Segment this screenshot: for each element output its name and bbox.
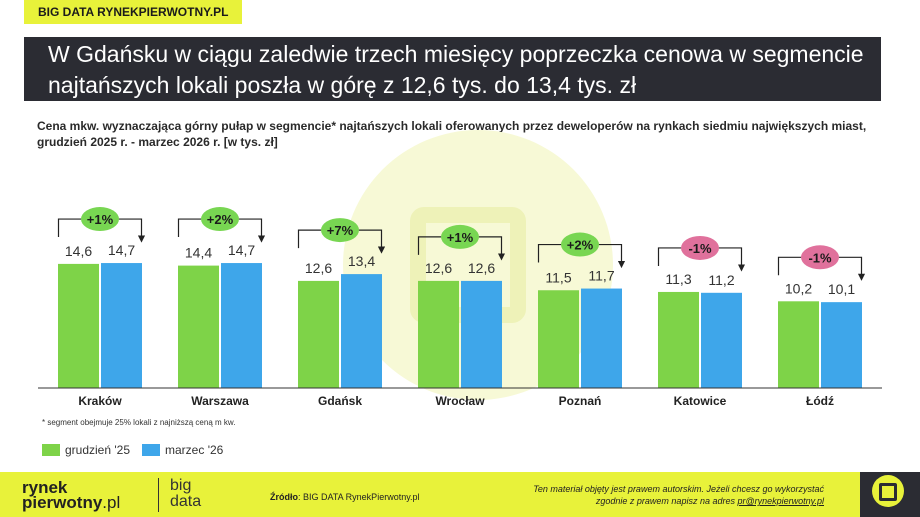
bar-mar-4 [581,288,622,388]
bar-mar-6 [821,302,862,388]
change-label: +1% [447,230,474,245]
x-tick-label: Kraków [78,394,122,408]
change-label: +2% [567,238,594,253]
bar-dec-3 [418,280,459,388]
bigdata-logo: big data [170,478,201,510]
copyright-line2: zgodnie z prawem napisz na adres [595,496,738,506]
change-label: -1% [808,250,832,265]
change-label: +7% [327,223,354,238]
logo-ring-icon [872,475,904,507]
change-badge [681,235,719,260]
legend-label-march: marzec '26 [165,443,224,457]
bigdata-line1: big [170,477,192,494]
change-badge [441,224,479,249]
legend-swatch-blue [142,444,161,456]
bar-dec-5 [658,291,699,388]
data-label: 14,7 [228,242,255,258]
data-label: 10,1 [828,281,855,297]
source-label: Źródło [270,492,298,502]
bar-dec-2 [298,280,339,388]
footnote: * segment obejmuje 25% lokali z najniższ… [42,418,236,427]
bar-dec-1 [178,265,219,388]
bar-mar-0 [101,263,142,388]
brand-tag: BIG DATA RYNEKPIERWOTNY.PL [24,0,243,24]
bar-dec-4 [538,290,579,388]
contact-email-link[interactable]: pr@rynekpierwotny.pl [737,496,824,506]
data-label: 13,4 [348,253,375,269]
change-label: +2% [207,212,234,227]
copyright-note: Ten materiał objęty jest prawem autorski… [484,483,824,507]
x-tick-label: Wrocław [435,394,485,408]
data-label: 14,7 [108,242,135,258]
page-title: W Gdańsku w ciągu zaledwie trzech miesię… [24,37,881,101]
data-label: 12,6 [425,260,452,276]
legend-swatch-green [42,444,60,456]
data-label: 10,2 [785,280,812,296]
bar-mar-3 [461,280,502,388]
legend-item-march: marzec '26 [142,443,223,457]
x-tick-label: Łódź [806,394,834,408]
logo-line1: rynek [22,478,68,497]
change-badge [561,232,599,257]
change-badge [801,245,839,270]
logo-line2: pierwotny [22,493,103,512]
change-badge [201,207,239,232]
data-label: 11,2 [708,272,734,288]
corner-logo [860,472,920,517]
legend-label-december: grudzień '25 [65,443,131,457]
change-label: +1% [87,212,114,227]
chart-subtitle: Cena mkw. wyznaczająca górny pułap w seg… [37,119,867,149]
data-label: 11,7 [588,268,614,284]
change-badge [81,207,119,232]
x-tick-label: Poznań [559,394,602,408]
x-tick-label: Gdańsk [318,394,362,408]
logo-divider [158,478,159,512]
bar-dec-6 [778,301,819,388]
change-badge [321,218,359,243]
bar-mar-5 [701,292,742,388]
data-label: 12,6 [468,260,495,276]
bar-dec-0 [58,263,99,388]
data-label: 11,5 [545,269,571,285]
x-tick-label: Katowice [674,394,727,408]
data-label: 14,6 [65,243,92,259]
source-text: : BIG DATA RynekPierwotny.pl [298,492,420,502]
rynekpierwotny-logo: rynek pierwotny.pl [22,478,121,512]
bigdata-line2: data [170,493,202,510]
x-tick-label: Warszawa [191,394,249,408]
bar-chart: 14,6 14,7 Kraków +1% 14,4 14,7 Warszawa +2% 12,6… [38,130,882,408]
change-label: -1% [688,241,712,256]
data-label: 14,4 [185,245,212,261]
legend-item-december: grudzień '25 [42,443,130,457]
legend: grudzień '25 marzec '26 [42,443,223,457]
footer-bar [0,472,920,517]
data-label: 12,6 [305,260,332,276]
source-note: Źródło: BIG DATA RynekPierwotny.pl [270,492,420,502]
bar-mar-1 [221,263,262,388]
copyright-line1: Ten materiał objęty jest prawem autorski… [533,484,824,494]
logo-suffix: .pl [102,493,121,512]
data-label: 11,3 [665,271,691,287]
bar-mar-2 [341,274,382,388]
